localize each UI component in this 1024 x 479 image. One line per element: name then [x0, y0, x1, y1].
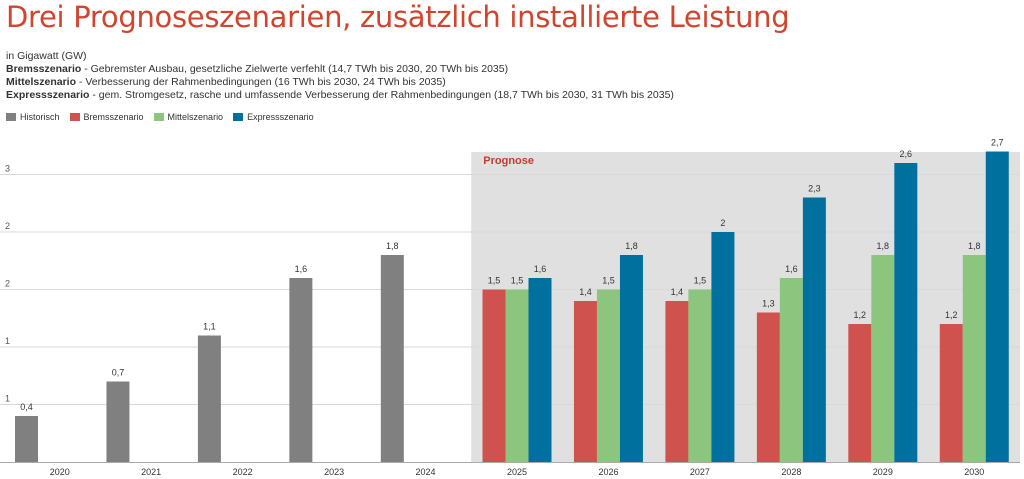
scenario-name: Expressszenario — [6, 89, 90, 101]
data-label: 1,8 — [968, 241, 981, 251]
bar-bremsszenario — [756, 312, 780, 462]
bar-historisch — [289, 278, 313, 462]
scenario-line-mittel: Mittelszenario - Verbesserung der Rahmen… — [6, 76, 446, 88]
data-label: 1,6 — [785, 264, 798, 274]
data-label: 1,8 — [877, 241, 890, 251]
data-label: 1,3 — [762, 299, 775, 309]
legend-swatch — [6, 113, 16, 121]
scenario-name: Bremsszenario — [6, 63, 82, 75]
scenario-name: Mittelszenario — [6, 76, 77, 88]
data-label: 0,4 — [20, 402, 33, 412]
x-tick-label: 2028 — [781, 467, 801, 477]
bar-expressszenario — [985, 151, 1009, 462]
bar-bremsszenario — [665, 301, 689, 462]
x-tick-label: 2027 — [690, 467, 710, 477]
data-label: 2,7 — [991, 138, 1004, 148]
y-tick-label: 2 — [5, 279, 10, 289]
legend-label: Bremsszenario — [83, 112, 144, 122]
bar-mittelszenario — [779, 278, 803, 462]
bar-expressszenario — [802, 197, 826, 462]
data-label: 1,8 — [625, 241, 638, 251]
data-label: 1,1 — [203, 322, 216, 332]
legend-item-expressszenario[interactable]: Expressszenario — [233, 112, 314, 122]
chart-legend: Historisch Bremsszenario Mittelszenario … — [6, 112, 314, 122]
bar-mittelszenario — [688, 289, 712, 462]
y-tick-label: 3 — [5, 164, 10, 174]
forecast-label: Prognose — [483, 155, 534, 167]
bar-bremsszenario — [573, 301, 597, 462]
data-label: 1,2 — [945, 310, 958, 320]
bar-mittelszenario — [505, 289, 529, 462]
data-label: 1,4 — [579, 287, 592, 297]
y-tick-label: 2 — [5, 221, 10, 231]
bar-historisch — [197, 335, 221, 462]
bar-mittelszenario — [871, 255, 895, 462]
scenario-line-brems: Bremsszenario - Gebremster Ausbau, geset… — [6, 63, 508, 75]
x-tick-label: 2025 — [507, 467, 527, 477]
bar-historisch — [15, 416, 38, 462]
bar-bremsszenario — [848, 324, 872, 462]
data-label: 1,4 — [671, 287, 684, 297]
data-label: 0,7 — [112, 368, 125, 378]
legend-swatch — [233, 113, 244, 121]
bar-historisch — [380, 255, 404, 462]
scenario-desc: - gem. Stromgesetz, rasche und umfassend… — [89, 89, 674, 101]
legend-item-historisch[interactable]: Historisch — [6, 112, 60, 122]
bar-historisch — [106, 381, 130, 462]
chart-title: Drei Prognoseszenarien, zusätzlich insta… — [6, 0, 790, 34]
forecast-area — [471, 152, 1021, 462]
legend-label: Mittelszenario — [167, 112, 224, 122]
data-label: 1,6 — [295, 264, 308, 274]
bar-expressszenario — [619, 255, 643, 462]
unit-label: in Gigawatt (GW) — [6, 50, 87, 62]
bar-mittelszenario — [596, 289, 620, 462]
scenario-desc: - Verbesserung der Rahmenbedingungen (16… — [76, 76, 446, 88]
x-tick-label: 2024 — [416, 467, 436, 477]
x-tick-label: 2030 — [964, 467, 984, 477]
scenario-line-express: Expressszenario - gem. Stromgesetz, rasc… — [6, 89, 674, 101]
data-label: 2,6 — [900, 149, 913, 159]
legend-label: Historisch — [20, 112, 60, 122]
x-tick-label: 2029 — [873, 467, 893, 477]
bar-expressszenario — [894, 163, 918, 462]
legend-swatch — [69, 113, 80, 121]
bar-bremsszenario — [482, 289, 506, 462]
data-label: 2,3 — [808, 184, 821, 194]
legend-swatch — [153, 113, 164, 121]
y-tick-label: 1 — [5, 336, 10, 346]
x-tick-label: 2023 — [324, 467, 344, 477]
legend-item-mittelszenario[interactable]: Mittelszenario — [153, 112, 224, 122]
legend-item-bremsszenario[interactable]: Bremsszenario — [69, 112, 144, 122]
x-tick-label: 2020 — [50, 467, 70, 477]
data-label: 2 — [720, 218, 725, 228]
scenario-desc: - Gebremster Ausbau, gesetzliche Zielwer… — [81, 63, 509, 75]
bar-mittelszenario — [962, 255, 986, 462]
x-tick-label: 2021 — [141, 467, 161, 477]
x-tick-label: 2022 — [233, 467, 253, 477]
bar-expressszenario — [528, 278, 552, 462]
data-label: 1,8 — [386, 241, 399, 251]
bar-bremsszenario — [939, 324, 963, 462]
legend-label: Expressszenario — [247, 112, 314, 122]
data-label: 1,2 — [854, 310, 867, 320]
data-label: 1,5 — [511, 276, 524, 286]
data-label: 1,6 — [534, 264, 547, 274]
data-label: 1,5 — [488, 276, 501, 286]
data-label: 1,5 — [694, 276, 707, 286]
bar-expressszenario — [711, 232, 735, 462]
data-label: 1,5 — [602, 276, 615, 286]
y-tick-label: 1 — [5, 394, 10, 404]
x-tick-label: 2026 — [598, 467, 618, 477]
